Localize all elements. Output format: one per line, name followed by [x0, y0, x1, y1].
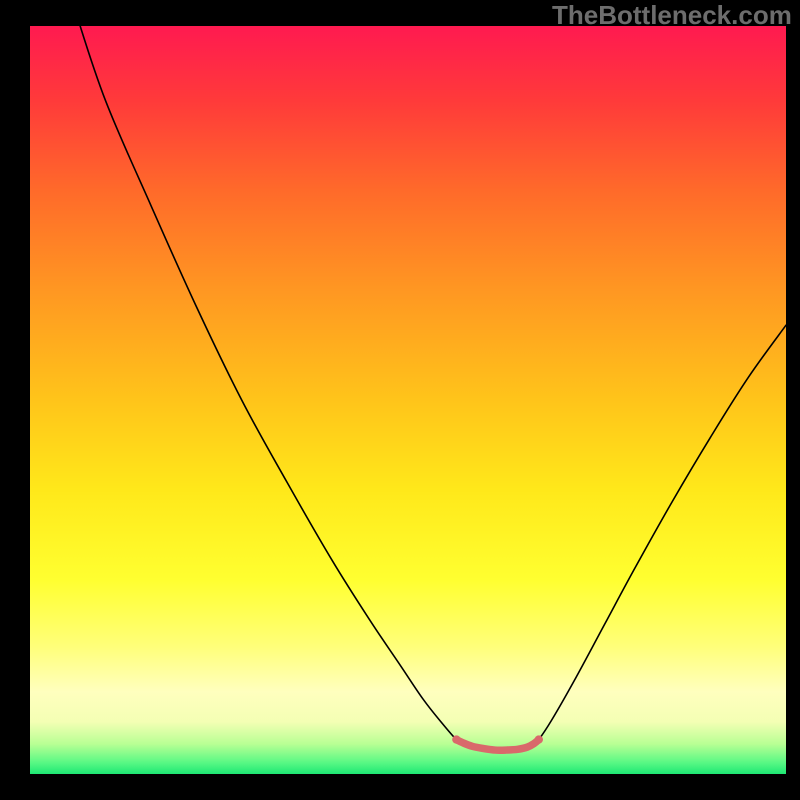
- valley-endpoint-dot: [535, 735, 543, 743]
- plot-area: [30, 26, 786, 774]
- plot-svg: [30, 26, 786, 774]
- gradient-background: [30, 26, 786, 774]
- watermark-label: TheBottleneck.com: [552, 0, 792, 31]
- chart-stage: TheBottleneck.com: [0, 0, 800, 800]
- valley-endpoint-dot: [452, 735, 460, 743]
